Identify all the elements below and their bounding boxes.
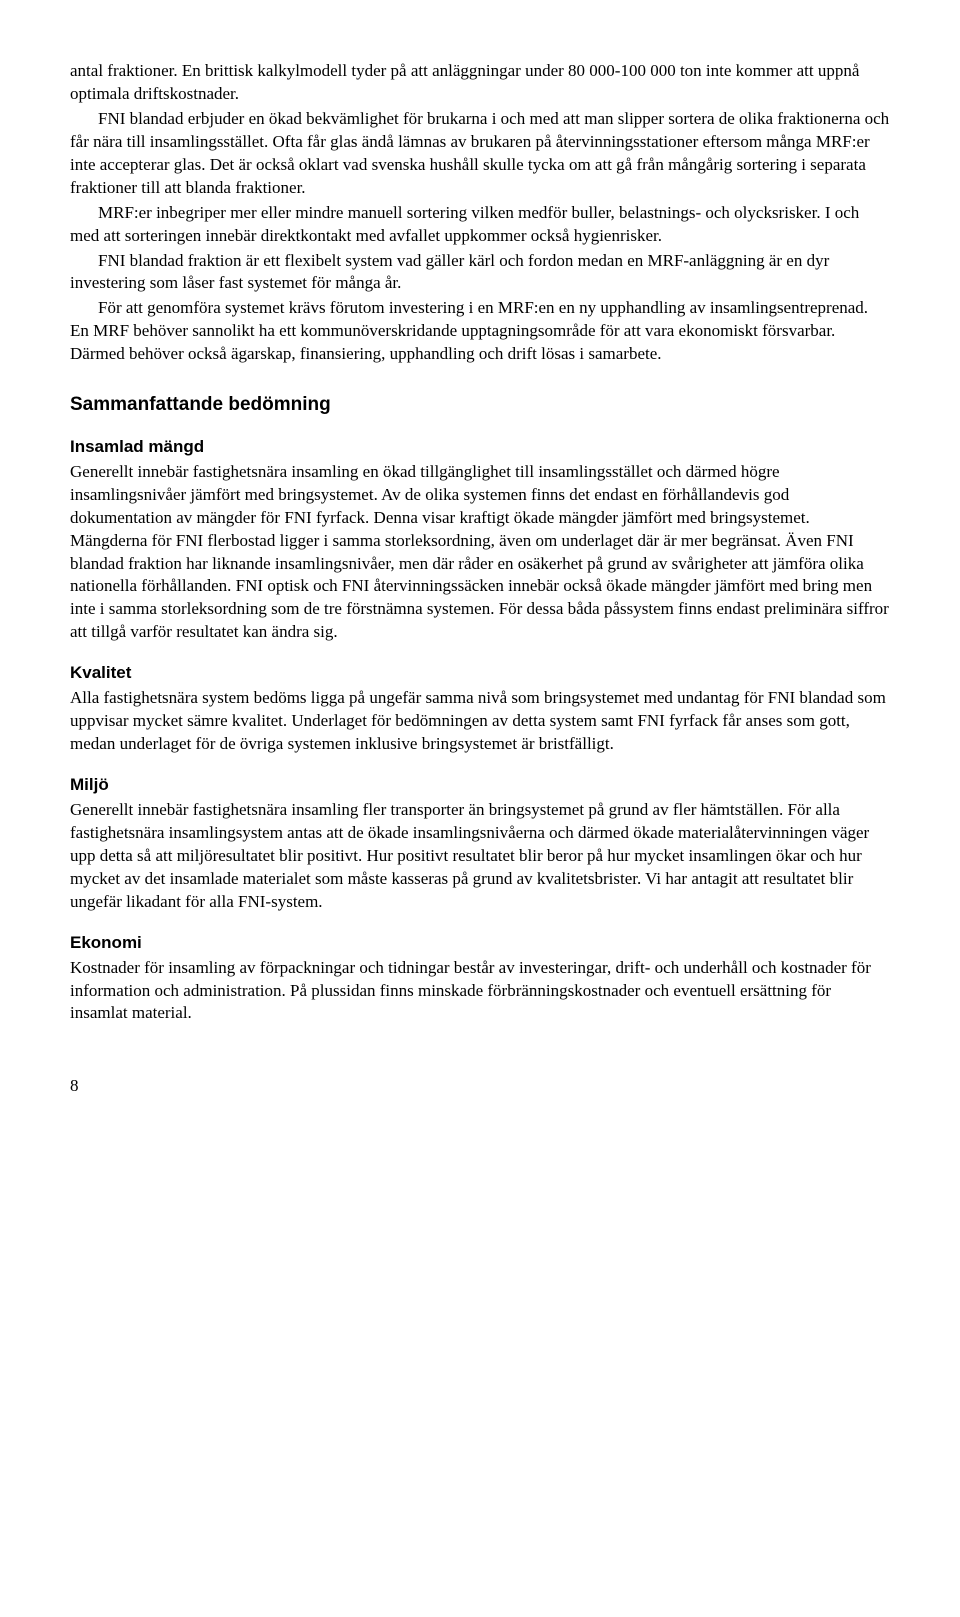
intro-paragraph-4: FNI blandad fraktion är ett flexibelt sy…: [70, 250, 890, 296]
intro-paragraph-1: antal fraktioner. En brittisk kalkylmode…: [70, 60, 890, 106]
intro-paragraph-5: För att genomföra systemet krävs förutom…: [70, 297, 890, 366]
miljo-body: Generellt innebär fastighetsnära insamli…: [70, 799, 890, 914]
summary-heading: Sammanfattande bedömning: [70, 392, 890, 418]
page-number: 8: [70, 1075, 890, 1098]
kvalitet-heading: Kvalitet: [70, 662, 890, 685]
kvalitet-body: Alla fastighetsnära system bedöms ligga …: [70, 687, 890, 756]
ekonomi-body: Kostnader för insamling av förpackningar…: [70, 957, 890, 1026]
insamlad-heading: Insamlad mängd: [70, 436, 890, 459]
intro-paragraph-3: MRF:er inbegriper mer eller mindre manue…: [70, 202, 890, 248]
ekonomi-heading: Ekonomi: [70, 932, 890, 955]
insamlad-body: Generellt innebär fastighetsnära insamli…: [70, 461, 890, 645]
miljo-heading: Miljö: [70, 774, 890, 797]
intro-paragraph-2: FNI blandad erbjuder en ökad bekvämlighe…: [70, 108, 890, 200]
